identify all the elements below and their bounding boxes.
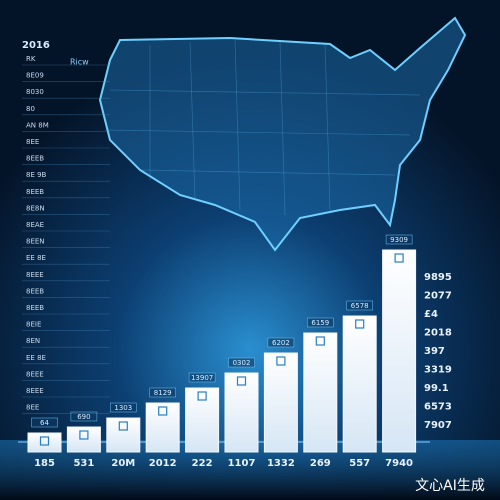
side-label: 8EEE (26, 370, 44, 378)
right-label: 99.1 (424, 383, 449, 394)
bar-label-box (149, 387, 176, 398)
x-tick-label: 1332 (267, 458, 295, 469)
bar-icon (355, 319, 365, 329)
side-label: EE 8E (26, 254, 46, 262)
right-label: 2077 (424, 291, 452, 302)
x-tick-label: 531 (73, 458, 94, 469)
chart-subtitle: Ricw (70, 58, 89, 67)
side-label: 8EEN (26, 238, 45, 246)
bar-label-box (346, 300, 373, 311)
bar (27, 432, 62, 453)
right-label: 397 (424, 346, 445, 357)
bar-label: 64 (40, 419, 49, 427)
map (98, 16, 467, 252)
bar-label: 6578 (351, 302, 369, 310)
bar (342, 315, 377, 453)
side-label: 8EAE (26, 221, 44, 229)
bar-label: 8129 (154, 389, 172, 397)
side-label: 8EE (26, 138, 39, 146)
bar-icon (158, 406, 168, 416)
bar-label-box (385, 234, 413, 245)
side-label: 8EIE (26, 321, 41, 329)
bar-icon (315, 336, 325, 346)
side-label: 80 (26, 105, 35, 113)
bar-label-box (188, 372, 216, 383)
bar (382, 249, 417, 453)
bar (185, 387, 220, 453)
side-label: RK (26, 55, 36, 63)
x-tick-label: 1107 (228, 458, 256, 469)
right-label: 2018 (424, 328, 452, 339)
x-tick-label: 7940 (385, 458, 413, 469)
bar-icon (118, 421, 128, 431)
bar-icon (236, 376, 247, 386)
bar-label: 6202 (272, 339, 290, 347)
bar (263, 352, 298, 453)
bar-label: 0302 (233, 359, 251, 367)
bar-label: 6159 (311, 319, 329, 327)
x-tick-label: 222 (192, 458, 213, 469)
bar-icon (79, 430, 89, 440)
side-label: 8EN (26, 337, 40, 345)
watermark: 文心AI生成 (415, 478, 485, 494)
side-label: 8EEB (26, 155, 44, 163)
bar (106, 417, 141, 453)
chart-title: 2016 (22, 40, 50, 51)
side-label: 8E8N (26, 204, 45, 212)
bar (66, 426, 101, 453)
side-label: 8EEE (26, 387, 44, 395)
bar-label-box (31, 417, 58, 428)
bar-label: 690 (77, 413, 90, 421)
side-label: EE 8E (26, 354, 46, 362)
right-label: £4 (424, 309, 438, 320)
side-label: 8EE (26, 404, 39, 412)
side-label: 8EEB (26, 287, 44, 295)
x-tick-label: 557 (349, 458, 370, 469)
side-label: 8030 (26, 88, 44, 96)
bar-label-box (110, 402, 137, 413)
bar-label: 9309 (390, 236, 408, 244)
x-tick-label: 185 (34, 458, 55, 469)
right-label: 7907 (424, 420, 452, 431)
side-label: 8E09 (26, 72, 44, 80)
bar (145, 402, 180, 453)
bar-icon (276, 356, 286, 366)
bar-label-box (228, 357, 255, 368)
right-label: 3319 (424, 365, 452, 376)
bar-label-box (307, 317, 334, 328)
map-grid (104, 39, 421, 216)
side-label: AN 8M (26, 121, 49, 129)
x-tick-label: 20M (111, 458, 135, 469)
right-label: 6573 (424, 402, 452, 413)
side-label: 8EEB (26, 188, 44, 196)
bar-icon (197, 391, 207, 401)
side-label: 8EEB (26, 304, 44, 312)
side-label: 8EEE (26, 271, 44, 279)
right-label: 9895 (424, 272, 452, 283)
bar (303, 332, 338, 453)
bar-label-box (267, 337, 295, 348)
bar (224, 372, 259, 453)
bar-label: 13907 (191, 374, 213, 382)
x-tick-label: 2012 (149, 458, 177, 469)
bar-label-box (70, 411, 98, 422)
bar-label: 1303 (114, 404, 132, 412)
x-tick-label: 269 (310, 458, 331, 469)
bar-icon (394, 253, 404, 263)
bar-icon (39, 436, 50, 446)
side-label: 8E 9B (26, 171, 47, 179)
